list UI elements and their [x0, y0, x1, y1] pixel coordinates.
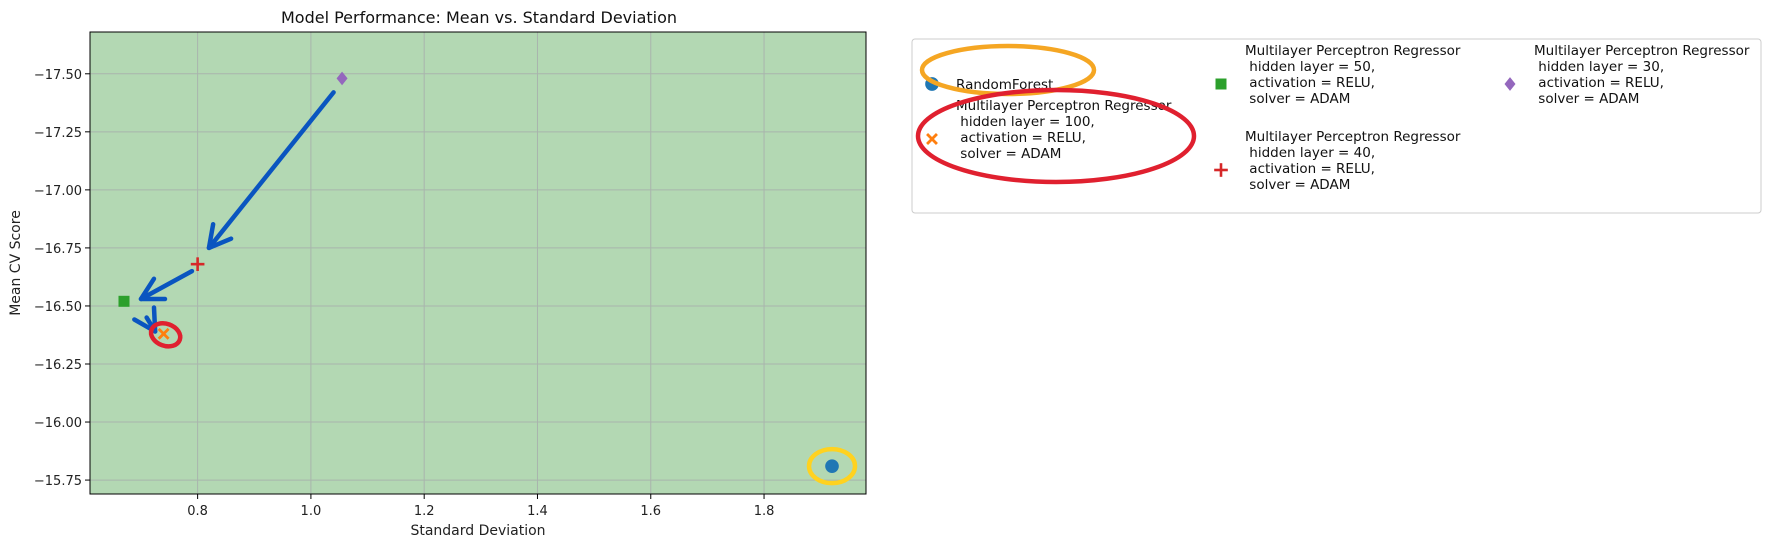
legend-label: Multilayer Perceptron Regressor hidden l…	[1245, 129, 1461, 193]
arrow-head	[206, 222, 234, 251]
legend-entry: Multilayer Perceptron Regressor hidden l…	[1504, 43, 1750, 107]
y-tick-label: −15.75	[34, 474, 82, 489]
legend-label-line: activation = RELU,	[1245, 75, 1375, 91]
legend-label-line: activation = RELU,	[1534, 75, 1664, 91]
data-point-diamond	[336, 71, 348, 86]
legend-label-line: Multilayer Perceptron Regressor	[1245, 129, 1461, 145]
data-point-square	[118, 295, 130, 307]
plot-area	[90, 32, 866, 494]
legend-label-line: solver = ADAM	[1245, 91, 1350, 107]
highlight-circle	[148, 321, 183, 349]
legend-marker-square	[1215, 78, 1227, 90]
data-points	[118, 71, 839, 473]
data-point-x	[157, 327, 170, 340]
legend-label-line: activation = RELU,	[956, 130, 1086, 146]
x-tick-label: 0.8	[187, 504, 208, 519]
x-axis-title: Standard Deviation	[410, 523, 545, 539]
y-axis-title: Mean CV Score	[8, 210, 24, 316]
grid	[90, 32, 866, 494]
plot-frame	[89, 31, 867, 495]
legend-label-line: solver = ADAM	[1534, 91, 1639, 107]
legend-label-line: Multilayer Perceptron Regressor	[1245, 43, 1461, 59]
legend-label-line: hidden layer = 40,	[1245, 145, 1375, 161]
legend-marker-diamond	[1504, 77, 1516, 91]
legend-marker-x	[926, 133, 938, 145]
marker-shape	[1215, 78, 1227, 90]
y-tick-label: −17.00	[34, 184, 82, 199]
arrow-line	[206, 90, 336, 251]
legend-label: Multilayer Perceptron Regressor hidden l…	[1534, 43, 1750, 107]
legend-label-line: activation = RELU,	[1245, 161, 1375, 177]
legend-label-line: Multilayer Perceptron Regressor	[956, 98, 1172, 114]
y-tick-label: −16.50	[34, 300, 82, 315]
y-tick-label: −16.75	[34, 242, 82, 257]
marker-shape	[157, 327, 170, 340]
highlight-circle	[915, 87, 1197, 185]
y-tick-label: −17.50	[34, 68, 82, 83]
marker-shape	[825, 459, 839, 473]
x-tick-label: 1.2	[414, 504, 435, 519]
legend-label-line: Multilayer Perceptron Regressor	[1534, 43, 1750, 59]
y-tick-label: −16.00	[34, 416, 82, 431]
x-axis: 0.8 1.0 1.2 1.4 1.6 1.8	[187, 494, 774, 519]
y-tick-label: −16.25	[34, 358, 82, 373]
annotations	[132, 90, 858, 486]
arrow-head	[138, 276, 168, 302]
legend-marker-plus	[1214, 163, 1228, 177]
legend-label-line: solver = ADAM	[956, 146, 1061, 162]
legend-label-line: hidden layer = 50,	[1245, 59, 1375, 75]
x-tick-label: 1.0	[301, 504, 322, 519]
arrow-line	[138, 268, 195, 302]
marker-shape	[1504, 77, 1516, 91]
legend-label-line: solver = ADAM	[1245, 177, 1350, 193]
y-axis: −17.50 −17.25 −17.00 −16.75 −16.50 −16.25 −16.…	[34, 68, 90, 489]
data-point-plus	[190, 257, 205, 271]
legend-label: Multilayer Perceptron Regressor hidden l…	[956, 98, 1172, 162]
highlight-circle	[806, 446, 858, 486]
arrow-head	[132, 305, 158, 334]
legend-frame	[911, 38, 1762, 214]
legend-label: Multilayer Perceptron Regressor hidden l…	[1245, 43, 1461, 107]
chart-title: Model Performance: Mean vs. Standard Dev…	[281, 8, 677, 27]
legend-entry: Multilayer Perceptron Regressor hidden l…	[1214, 129, 1461, 193]
legend-entry: Multilayer Perceptron Regressor hidden l…	[1215, 43, 1461, 107]
data-point-circle	[825, 459, 839, 473]
y-tick-label: −17.25	[34, 126, 82, 141]
x-tick-label: 1.4	[527, 504, 548, 519]
marker-shape	[118, 295, 130, 307]
x-tick-label: 1.8	[754, 504, 775, 519]
marker-shape	[926, 133, 938, 145]
marker-shape	[336, 71, 348, 86]
legend-label-line: hidden layer = 100,	[956, 114, 1095, 130]
legend-label-line: hidden layer = 30,	[1534, 59, 1664, 75]
x-tick-label: 1.6	[640, 504, 661, 519]
legend-entry: Multilayer Perceptron Regressor hidden l…	[926, 98, 1172, 162]
